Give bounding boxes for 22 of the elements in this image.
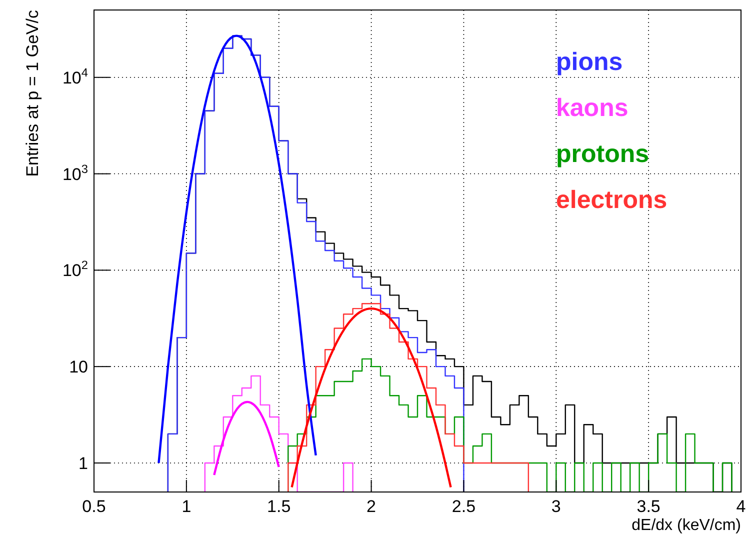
x-tick-label: 2 — [366, 497, 376, 516]
x-tick-label: 4 — [736, 497, 746, 516]
x-tick-label: 1 — [182, 497, 192, 516]
text: kaons — [556, 94, 628, 122]
y-axis-title: Entries at p = 1 GeV/c — [23, 10, 42, 177]
x-tick-label: 0.5 — [82, 497, 106, 516]
text: pions — [556, 48, 623, 76]
x-tick-label: 3 — [551, 497, 561, 516]
text: protons — [556, 140, 650, 168]
y-tick-label: 10$^{2}$ — [62, 258, 88, 280]
line-series — [213, 400, 280, 476]
y-tick-label: 10$^{3}$ — [62, 162, 88, 184]
y-tick-label: 10$^{4}$ — [62, 65, 88, 88]
line-series — [158, 34, 317, 464]
text: electrons — [556, 186, 668, 214]
y-tick-label: 10 — [69, 358, 88, 377]
x-tick-label: 3.5 — [636, 497, 660, 516]
x-axis-title: dE/dx (keV/cm) — [632, 517, 741, 534]
x-tick-label: 1.5 — [267, 497, 291, 516]
y-tick-label: 1 — [78, 454, 88, 473]
x-tick-label: 2.5 — [452, 497, 476, 516]
line-series — [290, 307, 452, 488]
